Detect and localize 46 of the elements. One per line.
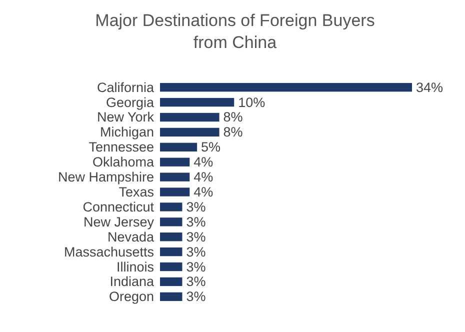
data-label: 5% <box>201 140 221 155</box>
bar <box>160 112 220 122</box>
y-tick-label: Tennessee <box>88 140 154 155</box>
data-label: 34% <box>416 80 444 95</box>
bar <box>160 247 182 256</box>
data-label: 4% <box>194 184 214 200</box>
bar <box>160 98 234 107</box>
y-tick-label: New Hampshire <box>58 170 154 185</box>
data-label: 8% <box>223 124 243 140</box>
y-tick-label: New York <box>96 110 154 125</box>
data-label: 3% <box>186 229 206 244</box>
y-tick-label: Michigan <box>100 124 154 140</box>
y-tick-label: Georgia <box>106 94 154 110</box>
bar <box>160 202 182 212</box>
chart-title: Major Destinations of Foreign Buyers from China <box>95 11 375 52</box>
y-tick-label: Illinois <box>116 259 154 274</box>
bar <box>160 218 182 226</box>
data-label: 8% <box>223 110 243 125</box>
bar <box>160 188 190 196</box>
data-label: 3% <box>186 259 206 274</box>
bar <box>160 82 412 92</box>
bar <box>160 128 220 137</box>
data-label: 3% <box>186 214 206 230</box>
y-tick-label: Oregon <box>108 289 154 304</box>
data-label: 4% <box>194 170 214 185</box>
y-tick-label: Oklahoma <box>92 154 154 170</box>
y-tick-label: Indiana <box>110 274 154 290</box>
bar <box>160 277 182 286</box>
data-label: 10% <box>238 94 266 110</box>
data-label: 4% <box>194 154 214 170</box>
y-tick-label: Texas <box>118 184 154 200</box>
data-label: 3% <box>186 244 206 260</box>
y-tick-label: Connecticut <box>82 199 154 214</box>
bar <box>160 232 182 242</box>
y-tick-label: Massachusetts <box>64 244 154 260</box>
bar <box>160 158 190 166</box>
y-tick-label: New Jersey <box>83 214 154 230</box>
bar <box>160 172 190 182</box>
y-tick-label: California <box>96 80 154 95</box>
bar <box>160 292 182 302</box>
data-label: 3% <box>186 274 206 290</box>
bar <box>160 142 198 152</box>
data-label: 3% <box>186 289 206 304</box>
data-label: 3% <box>186 199 206 214</box>
y-tick-label: Nevada <box>107 229 154 244</box>
bar <box>160 262 182 272</box>
